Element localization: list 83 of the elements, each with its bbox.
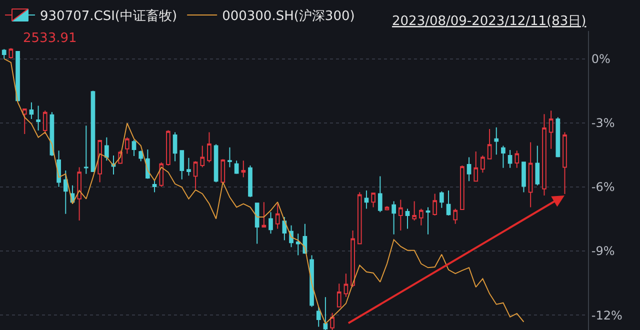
candlestick xyxy=(36,105,40,132)
candlestick xyxy=(384,206,390,211)
candlestick xyxy=(200,145,205,168)
candlestick xyxy=(542,114,546,196)
candlestick xyxy=(474,150,478,182)
candlestick xyxy=(2,48,6,60)
candlestick xyxy=(494,126,499,156)
candlestick xyxy=(453,208,458,224)
candlestick xyxy=(8,48,14,60)
candlestick xyxy=(104,136,109,162)
chart-subtitle: 2023/08/09-2023/12/11(83日) xyxy=(392,14,586,29)
candlestick xyxy=(254,202,260,244)
candlestick xyxy=(193,160,198,190)
candlestick xyxy=(172,132,178,162)
candlestick xyxy=(487,128,492,160)
legend-label: 930707.CSI(中证畜牧) xyxy=(40,8,178,24)
candlestick xyxy=(371,192,376,208)
candlestick xyxy=(432,193,438,216)
candlestick xyxy=(405,208,410,230)
candlestick xyxy=(310,254,314,308)
candlestick xyxy=(90,90,96,172)
candlestick xyxy=(228,146,232,168)
candlestick xyxy=(180,150,184,180)
candlestick xyxy=(268,212,273,234)
candlestick xyxy=(556,116,560,158)
candlestick xyxy=(77,166,82,221)
candlestick xyxy=(16,50,20,102)
candlestick xyxy=(398,199,403,231)
candlestick xyxy=(344,273,348,298)
candlestick xyxy=(392,200,396,235)
candlestick xyxy=(152,180,157,193)
candlestick xyxy=(357,192,362,244)
candlestick xyxy=(548,110,554,150)
candlestick xyxy=(440,190,444,208)
candlestick xyxy=(412,200,417,221)
candlestick xyxy=(535,145,540,186)
candlestick xyxy=(364,190,369,210)
candlestick xyxy=(125,136,130,154)
candlestick xyxy=(220,158,226,184)
candlestick xyxy=(214,144,218,183)
candlestick xyxy=(262,202,266,228)
legend-label: 000300.SH(沪深300) xyxy=(222,8,355,24)
y-tick-label: -3% xyxy=(591,116,615,130)
candlestick xyxy=(501,145,506,168)
y-tick-label: 0% xyxy=(591,52,610,66)
candlestick xyxy=(159,162,164,188)
candlestick xyxy=(350,230,355,288)
candlestick xyxy=(419,208,424,226)
candlestick xyxy=(460,165,464,210)
candlestick xyxy=(132,139,136,156)
y-tick-label: -6% xyxy=(591,180,615,194)
candlestick xyxy=(22,108,27,134)
candlestick xyxy=(63,170,68,214)
candlestick xyxy=(480,155,485,174)
candlestick xyxy=(207,132,212,163)
candlestick xyxy=(466,156,472,182)
candlestick xyxy=(248,165,252,198)
candlestick xyxy=(378,176,382,213)
candlestick xyxy=(138,150,144,162)
candlestick xyxy=(186,157,191,176)
candlestick xyxy=(241,160,246,178)
candlestick xyxy=(98,139,102,183)
candlestick xyxy=(522,162,526,193)
candlestick xyxy=(528,142,533,208)
candlestick xyxy=(84,125,88,174)
candlestick xyxy=(166,130,170,166)
y-tick-label: -12% xyxy=(591,308,622,322)
candlestick xyxy=(446,190,451,216)
candlestick xyxy=(275,203,280,230)
candlestick xyxy=(316,306,321,328)
candlestick xyxy=(336,283,342,308)
candlestick xyxy=(29,102,34,120)
candlestick xyxy=(323,296,328,330)
candlestick xyxy=(562,132,567,194)
candlestick xyxy=(514,150,520,168)
annotation: 2533.91 xyxy=(23,31,77,46)
candlestick xyxy=(42,110,48,134)
candlestick xyxy=(296,233,300,256)
candlestick xyxy=(234,160,239,174)
candlestick xyxy=(426,206,430,235)
candlestick xyxy=(508,149,512,168)
line-series xyxy=(4,58,524,324)
y-tick-label: -9% xyxy=(591,244,615,258)
